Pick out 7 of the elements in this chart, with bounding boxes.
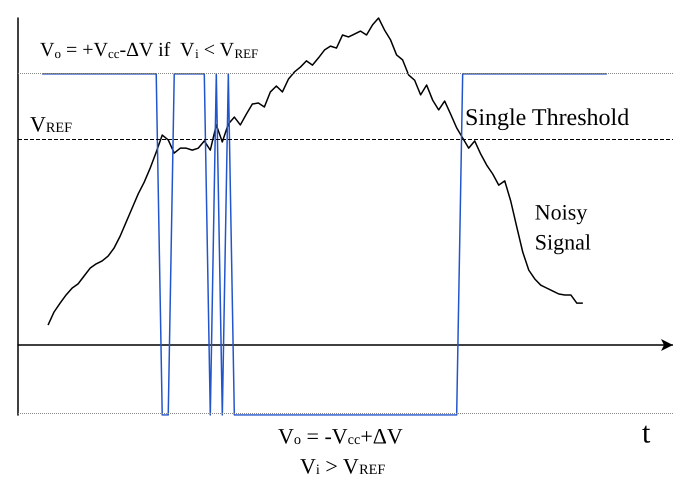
text: Vi > VREF <box>300 454 386 478</box>
x-axis-title: t <box>642 416 651 450</box>
annotation: Vo = +Vcc-ΔV if Vi < VREF <box>40 39 258 61</box>
series-label: Noisy Signal <box>534 199 593 254</box>
text: Vo = -Vcc+ΔV <box>278 424 403 448</box>
ref-line-label: VREF <box>30 111 72 136</box>
annotation: Single Threshold <box>465 105 630 131</box>
